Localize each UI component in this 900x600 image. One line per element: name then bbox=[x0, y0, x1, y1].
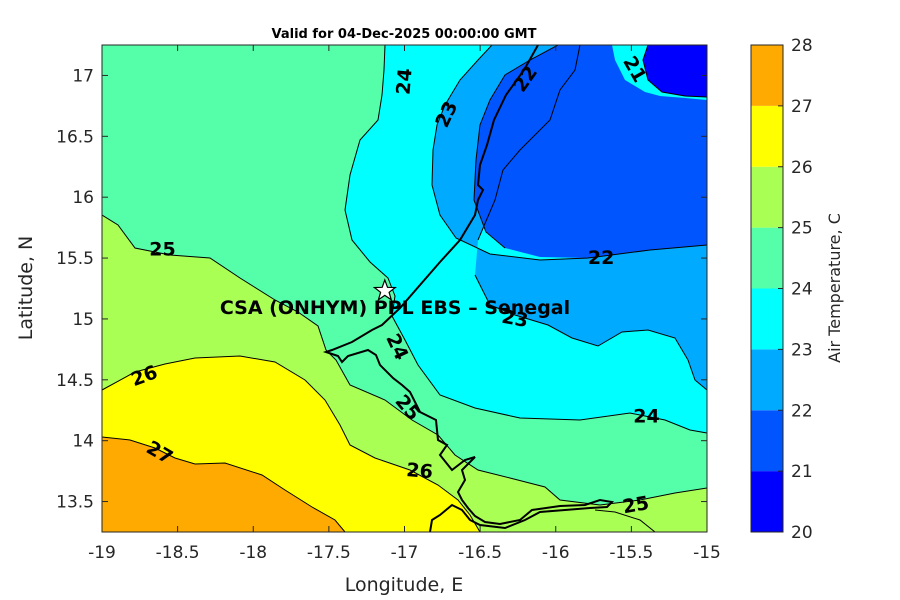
x-tick-label: -18.5 bbox=[156, 543, 200, 563]
x-tick-label: -15 bbox=[693, 543, 721, 563]
contour-label: 24 bbox=[633, 405, 659, 427]
star-icon[interactable] bbox=[372, 278, 397, 302]
colorbar-band bbox=[751, 45, 783, 106]
y-tick-label: 15 bbox=[72, 310, 94, 330]
colorbar-band bbox=[751, 105, 783, 167]
colorbar-tick-label: 27 bbox=[791, 97, 813, 117]
band-fill-20-21 bbox=[643, 45, 707, 97]
band-fill-27-28 bbox=[102, 437, 345, 532]
colorbar-tick-label: 28 bbox=[791, 36, 813, 56]
colorbar-tick-label: 21 bbox=[791, 462, 813, 482]
band-fill-21-22 bbox=[474, 45, 707, 258]
colorbar bbox=[751, 45, 783, 532]
contour-label: 25 bbox=[149, 239, 175, 261]
colorbar-band bbox=[751, 471, 783, 532]
isoline-23b bbox=[474, 274, 707, 391]
colorbar-tick-label: 24 bbox=[791, 280, 813, 300]
isoline-26 bbox=[102, 355, 481, 532]
colorbar-band bbox=[751, 349, 783, 411]
y-axis-label: Latitude, N bbox=[15, 236, 37, 341]
isoline-23 bbox=[431, 45, 707, 261]
x-tick-label: -16.5 bbox=[458, 543, 502, 563]
y-tick-label: 17 bbox=[72, 66, 94, 86]
contour-label: 23 bbox=[500, 306, 530, 332]
colorbar-tick-label: 22 bbox=[791, 401, 813, 421]
x-tick-label: -19 bbox=[88, 543, 116, 563]
y-tick-label: 13.5 bbox=[56, 493, 94, 513]
colorbar-band bbox=[751, 227, 783, 289]
isoline-25 bbox=[102, 214, 707, 506]
isoline-24 bbox=[344, 45, 707, 434]
x-tick-label: -17 bbox=[391, 543, 419, 563]
x-axis: -19 -18.5 -18 -17.5 -17 -16.5 -16 -15.5 -15 bbox=[88, 45, 721, 563]
site-label: CSA (ONHYM) PPL EBS – Senegal bbox=[220, 297, 570, 319]
y-tick-label: 16.5 bbox=[56, 127, 94, 147]
isoline-22 bbox=[477, 45, 581, 241]
x-tick-label: -18 bbox=[239, 543, 267, 563]
contour-label: 24 bbox=[392, 67, 416, 95]
colorbar-tick-label: 20 bbox=[791, 523, 813, 543]
x-tick-label: -15.5 bbox=[609, 543, 653, 563]
isoline-21 bbox=[642, 45, 707, 98]
coastline-path bbox=[322, 45, 615, 532]
x-tick-label: -17.5 bbox=[307, 543, 351, 563]
colorbar-label: Air Temperature, C bbox=[825, 213, 844, 363]
colorbar-band bbox=[751, 166, 783, 228]
contour-label: 22 bbox=[588, 247, 614, 269]
contour-label: 25 bbox=[621, 492, 651, 518]
colorbar-ticks: 20 21 22 23 24 25 26 27 28 bbox=[778, 36, 813, 543]
y-tick-label: 15.5 bbox=[56, 249, 94, 269]
y-tick-label: 14.5 bbox=[56, 371, 94, 391]
colorbar-tick-label: 26 bbox=[791, 158, 813, 178]
map-title: Valid for 04-Dec-2025 00:00:00 GMT bbox=[272, 27, 537, 42]
isoline-24b bbox=[594, 509, 656, 532]
isoline-27 bbox=[102, 436, 346, 532]
x-tick-label: -16 bbox=[542, 543, 570, 563]
contour-label: 26 bbox=[405, 459, 433, 483]
isoline-22b bbox=[473, 45, 559, 249]
y-axis: 13.5 14 14.5 15 15.5 16 16.5 17 bbox=[56, 66, 707, 513]
colorbar-tick-label: 23 bbox=[791, 340, 813, 360]
colorbar-band bbox=[751, 410, 783, 472]
y-tick-label: 16 bbox=[72, 188, 94, 208]
colorbar-tick-label: 25 bbox=[791, 219, 813, 239]
x-axis-label: Longitude, E bbox=[345, 574, 464, 596]
contour-lines bbox=[102, 45, 707, 532]
colorbar-band bbox=[751, 288, 783, 350]
coastline bbox=[322, 45, 615, 532]
y-tick-label: 14 bbox=[72, 432, 94, 452]
